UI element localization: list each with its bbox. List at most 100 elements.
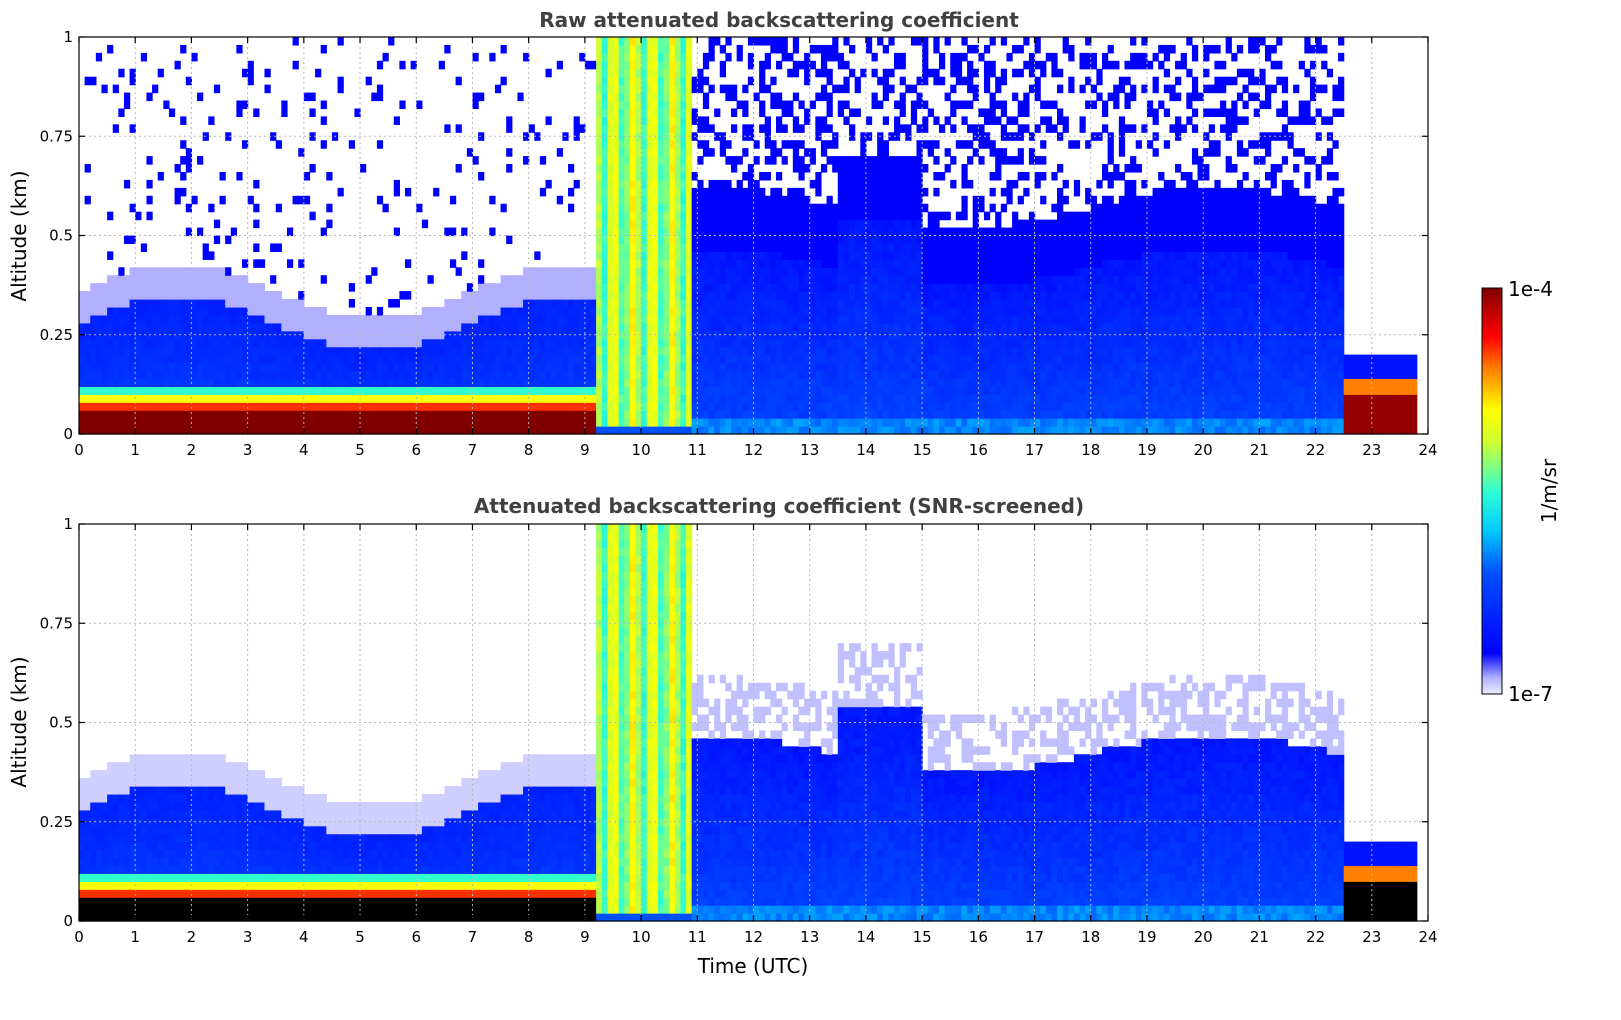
heatmap-cell xyxy=(719,267,726,276)
heatmap-cell xyxy=(652,354,659,364)
heatmap-cell xyxy=(337,187,344,197)
heatmap-cell xyxy=(629,92,637,102)
heatmap-cell xyxy=(680,418,687,427)
heatmap-cell xyxy=(641,291,648,300)
heatmap-cell xyxy=(770,267,777,276)
heatmap-cell xyxy=(674,370,682,380)
heatmap-cell xyxy=(669,100,676,110)
heatmap-cell xyxy=(871,299,878,308)
heatmap-cell xyxy=(894,338,901,348)
heatmap-cell xyxy=(466,394,474,403)
heatmap-cell xyxy=(663,211,670,221)
heatmap-cell xyxy=(933,211,940,221)
heatmap-cell xyxy=(759,84,766,94)
heatmap-cell xyxy=(657,394,665,403)
heatmap-cell xyxy=(714,338,721,348)
heatmap-cell xyxy=(983,426,991,435)
heatmap-cell xyxy=(449,402,457,411)
heatmap-cell xyxy=(697,306,704,316)
heatmap-cell xyxy=(674,267,682,276)
heatmap-cell xyxy=(624,362,631,372)
heatmap-cell xyxy=(894,171,901,181)
heatmap-cell xyxy=(528,322,535,332)
heatmap-cell xyxy=(315,330,322,340)
heatmap-cell xyxy=(989,314,996,324)
heatmap-cell xyxy=(202,251,209,260)
heatmap-cell xyxy=(860,338,867,348)
heatmap-cell xyxy=(826,267,833,276)
heatmap-cell xyxy=(680,306,687,316)
heatmap-cell xyxy=(405,338,412,348)
heatmap-cell xyxy=(983,76,991,86)
heatmap-cell xyxy=(129,410,136,419)
heatmap-cell xyxy=(494,410,502,419)
heatmap-cell xyxy=(641,108,648,117)
heatmap-cell xyxy=(770,338,777,348)
heatmap-cell xyxy=(950,291,957,300)
heatmap-cell xyxy=(702,418,710,427)
heatmap-cell xyxy=(1012,259,1019,268)
heatmap-cell xyxy=(781,306,788,316)
heatmap-cell xyxy=(933,156,940,165)
heatmap-cell xyxy=(865,259,873,268)
heatmap-cell xyxy=(753,314,760,324)
heatmap-cell xyxy=(568,275,575,284)
heatmap-cell xyxy=(320,386,327,395)
heatmap-cell xyxy=(376,92,384,102)
heatmap-cell xyxy=(551,306,558,316)
heatmap-cell xyxy=(129,362,136,372)
heatmap-cell xyxy=(303,92,311,102)
heatmap-cell xyxy=(421,386,429,395)
heatmap-cell xyxy=(826,235,833,245)
heatmap-cell xyxy=(708,227,715,237)
heatmap-cell xyxy=(916,251,923,260)
heatmap-cell xyxy=(871,203,878,213)
heatmap-cell xyxy=(185,370,193,380)
heatmap-cell xyxy=(449,322,457,332)
heatmap-cell xyxy=(674,44,682,54)
heatmap-cell xyxy=(1006,394,1013,403)
heatmap-cell xyxy=(657,402,665,411)
heatmap-cell xyxy=(719,378,726,387)
heatmap-cell xyxy=(180,140,187,149)
heatmap-cell xyxy=(652,195,659,205)
heatmap-cell xyxy=(860,402,867,411)
heatmap-cell xyxy=(112,418,119,427)
heatmap-cell xyxy=(225,306,232,316)
heatmap-cell xyxy=(135,386,142,395)
heatmap-cell xyxy=(719,203,726,213)
heatmap-cell xyxy=(877,291,884,300)
heatmap-cell xyxy=(393,338,400,348)
heatmap-cell xyxy=(230,306,237,316)
heatmap-cell xyxy=(989,37,996,46)
heatmap-cell xyxy=(967,394,974,403)
heatmap-cell xyxy=(826,243,833,252)
heatmap-cell xyxy=(326,410,333,419)
heatmap-cell xyxy=(500,378,507,387)
heatmap-cell xyxy=(972,243,979,252)
heatmap-cell xyxy=(326,338,333,348)
heatmap-cell xyxy=(337,394,344,403)
heatmap-cell xyxy=(961,171,968,181)
heatmap-cell xyxy=(309,346,316,356)
heatmap-cell xyxy=(742,362,749,372)
heatmap-cell xyxy=(725,235,732,245)
heatmap-cell xyxy=(826,338,833,348)
heatmap-cell xyxy=(258,346,266,356)
heatmap-cell xyxy=(978,299,985,308)
heatmap-cell xyxy=(826,386,833,395)
heatmap-cell xyxy=(832,267,839,276)
heatmap-cell xyxy=(910,203,918,213)
heatmap-cell xyxy=(202,291,209,300)
heatmap-cell xyxy=(804,394,811,403)
heatmap-cell xyxy=(871,243,878,252)
heatmap-cell xyxy=(753,227,760,237)
heatmap-cell xyxy=(376,386,384,395)
heatmap-cell xyxy=(135,354,142,364)
heatmap-cell xyxy=(882,402,889,411)
heatmap-cell xyxy=(1006,52,1013,62)
heatmap-cell xyxy=(832,378,839,387)
heatmap-cell xyxy=(775,378,783,387)
heatmap-cell xyxy=(888,251,895,260)
heatmap-cell xyxy=(899,179,906,189)
